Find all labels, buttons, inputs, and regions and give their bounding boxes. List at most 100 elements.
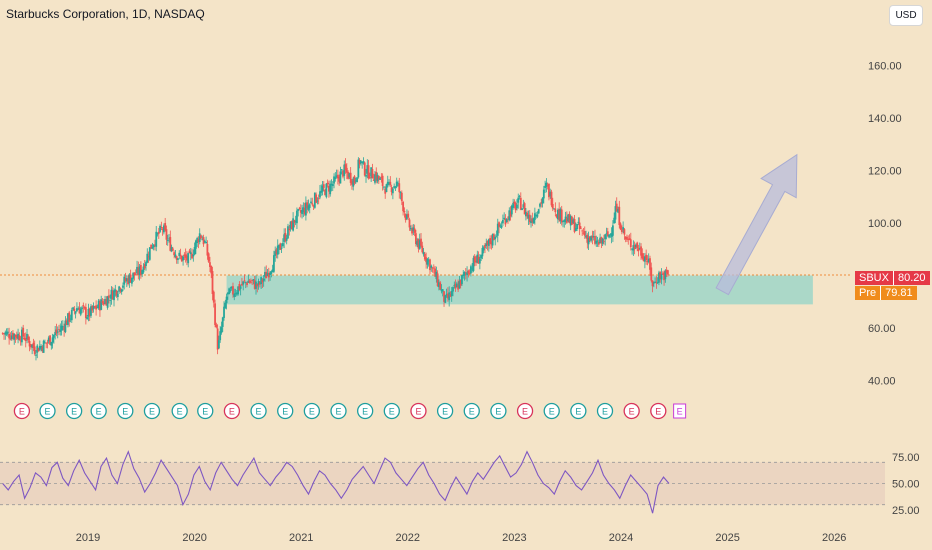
candle-body: [507, 217, 509, 219]
candle-body: [440, 289, 443, 292]
candle-body: [645, 254, 648, 261]
candle-body: [123, 276, 126, 285]
candle-body: [564, 216, 567, 223]
candle-body: [102, 302, 105, 305]
candle-body: [499, 225, 502, 227]
candle-body: [459, 279, 462, 286]
price-axis[interactable]: 160.00 140.00 120.00 100.00 60.00 40.00: [868, 61, 902, 388]
candle-body: [568, 214, 571, 223]
candle-body: [87, 308, 90, 317]
candle-body: [503, 217, 506, 220]
candle-body: [4, 332, 7, 335]
candle-body: [14, 334, 17, 337]
candle-body: [391, 188, 394, 194]
candle-body: [194, 240, 197, 249]
candle-body: [344, 164, 347, 171]
candle-body: [567, 214, 570, 222]
candle-body: [228, 288, 231, 295]
candle-body: [274, 251, 277, 256]
candle-body: [393, 186, 396, 188]
earnings-marker: E: [650, 402, 667, 420]
candle-body: [655, 282, 658, 284]
candle-body: [443, 291, 445, 302]
candle-body: [464, 272, 467, 274]
candle-body: [119, 288, 122, 292]
candle-body: [518, 196, 521, 197]
candle-body: [125, 278, 128, 282]
candle-body: [420, 238, 422, 246]
candle-body: [165, 229, 168, 240]
candle-body: [610, 233, 613, 237]
candle-body: [224, 302, 227, 308]
candle-body: [650, 267, 653, 281]
earnings-badge: [13, 402, 31, 420]
time-tick-label: 2023: [502, 532, 526, 544]
candle-body: [578, 222, 581, 230]
candle-body: [261, 279, 264, 283]
candle-body: [532, 218, 535, 224]
time-axis[interactable]: 2019 2020 2021 2022 2023 2024 2025 2026: [76, 532, 847, 544]
candle-body: [431, 267, 434, 269]
candle-body: [466, 272, 468, 276]
candle-body: [187, 253, 190, 264]
candle-body: [86, 317, 89, 319]
candle-body: [343, 164, 346, 176]
candle-body: [371, 169, 374, 179]
candle-body: [128, 274, 131, 284]
earnings-label: E: [549, 407, 555, 417]
earnings-badge: [223, 402, 241, 420]
candle-body: [441, 289, 444, 292]
candle-body: [221, 317, 224, 327]
earnings-label: E: [202, 407, 208, 417]
earnings-badge: [303, 402, 321, 420]
candle-body: [184, 254, 187, 258]
candle-body: [42, 340, 45, 353]
candle-body: [321, 185, 324, 192]
candle-body: [658, 272, 660, 283]
candle-body: [638, 247, 641, 249]
candle-body: [301, 209, 303, 215]
candle-body: [146, 253, 149, 263]
candle-body: [269, 272, 271, 275]
premarket-label: Pre: [855, 286, 881, 300]
currency-button[interactable]: USD: [889, 5, 923, 26]
candle-body: [383, 186, 385, 188]
candle-body: [656, 282, 659, 284]
candle-body: [527, 214, 530, 219]
candle-body: [596, 240, 599, 242]
candle-body: [554, 208, 557, 213]
earnings-marker: E: [436, 402, 454, 420]
earnings-badge: [623, 402, 640, 420]
candle-body: [264, 271, 266, 277]
candle-body: [138, 266, 141, 276]
candle-body: [613, 217, 616, 224]
candle-body: [81, 307, 83, 310]
rsi-axis[interactable]: 75.00 50.00 25.00: [892, 452, 920, 517]
candle-body: [490, 241, 493, 245]
candle-body: [559, 209, 562, 222]
earnings-marker: E: [596, 402, 614, 420]
candle-body: [73, 308, 76, 312]
projection-arrow-layer: [715, 153, 798, 296]
candle-body: [333, 176, 335, 184]
candle-body: [485, 243, 488, 246]
candle-body: [21, 329, 23, 343]
earnings-marker: E: [383, 402, 400, 420]
candle-body: [481, 247, 484, 257]
candle-body: [35, 354, 37, 356]
candle-body: [95, 305, 98, 310]
candle-body: [477, 256, 480, 264]
candle-body: [525, 211, 527, 217]
candle-body: [430, 265, 433, 268]
earnings-label: E: [495, 407, 501, 417]
candle-body: [544, 185, 547, 188]
candle-body: [461, 275, 463, 285]
earnings-marker: E: [277, 402, 294, 420]
candle-body: [548, 183, 550, 198]
candle-body: [192, 254, 195, 257]
candle-body: [482, 247, 485, 251]
candle-body: [160, 226, 163, 228]
candle-body: [528, 214, 531, 222]
candle-body: [522, 204, 525, 208]
